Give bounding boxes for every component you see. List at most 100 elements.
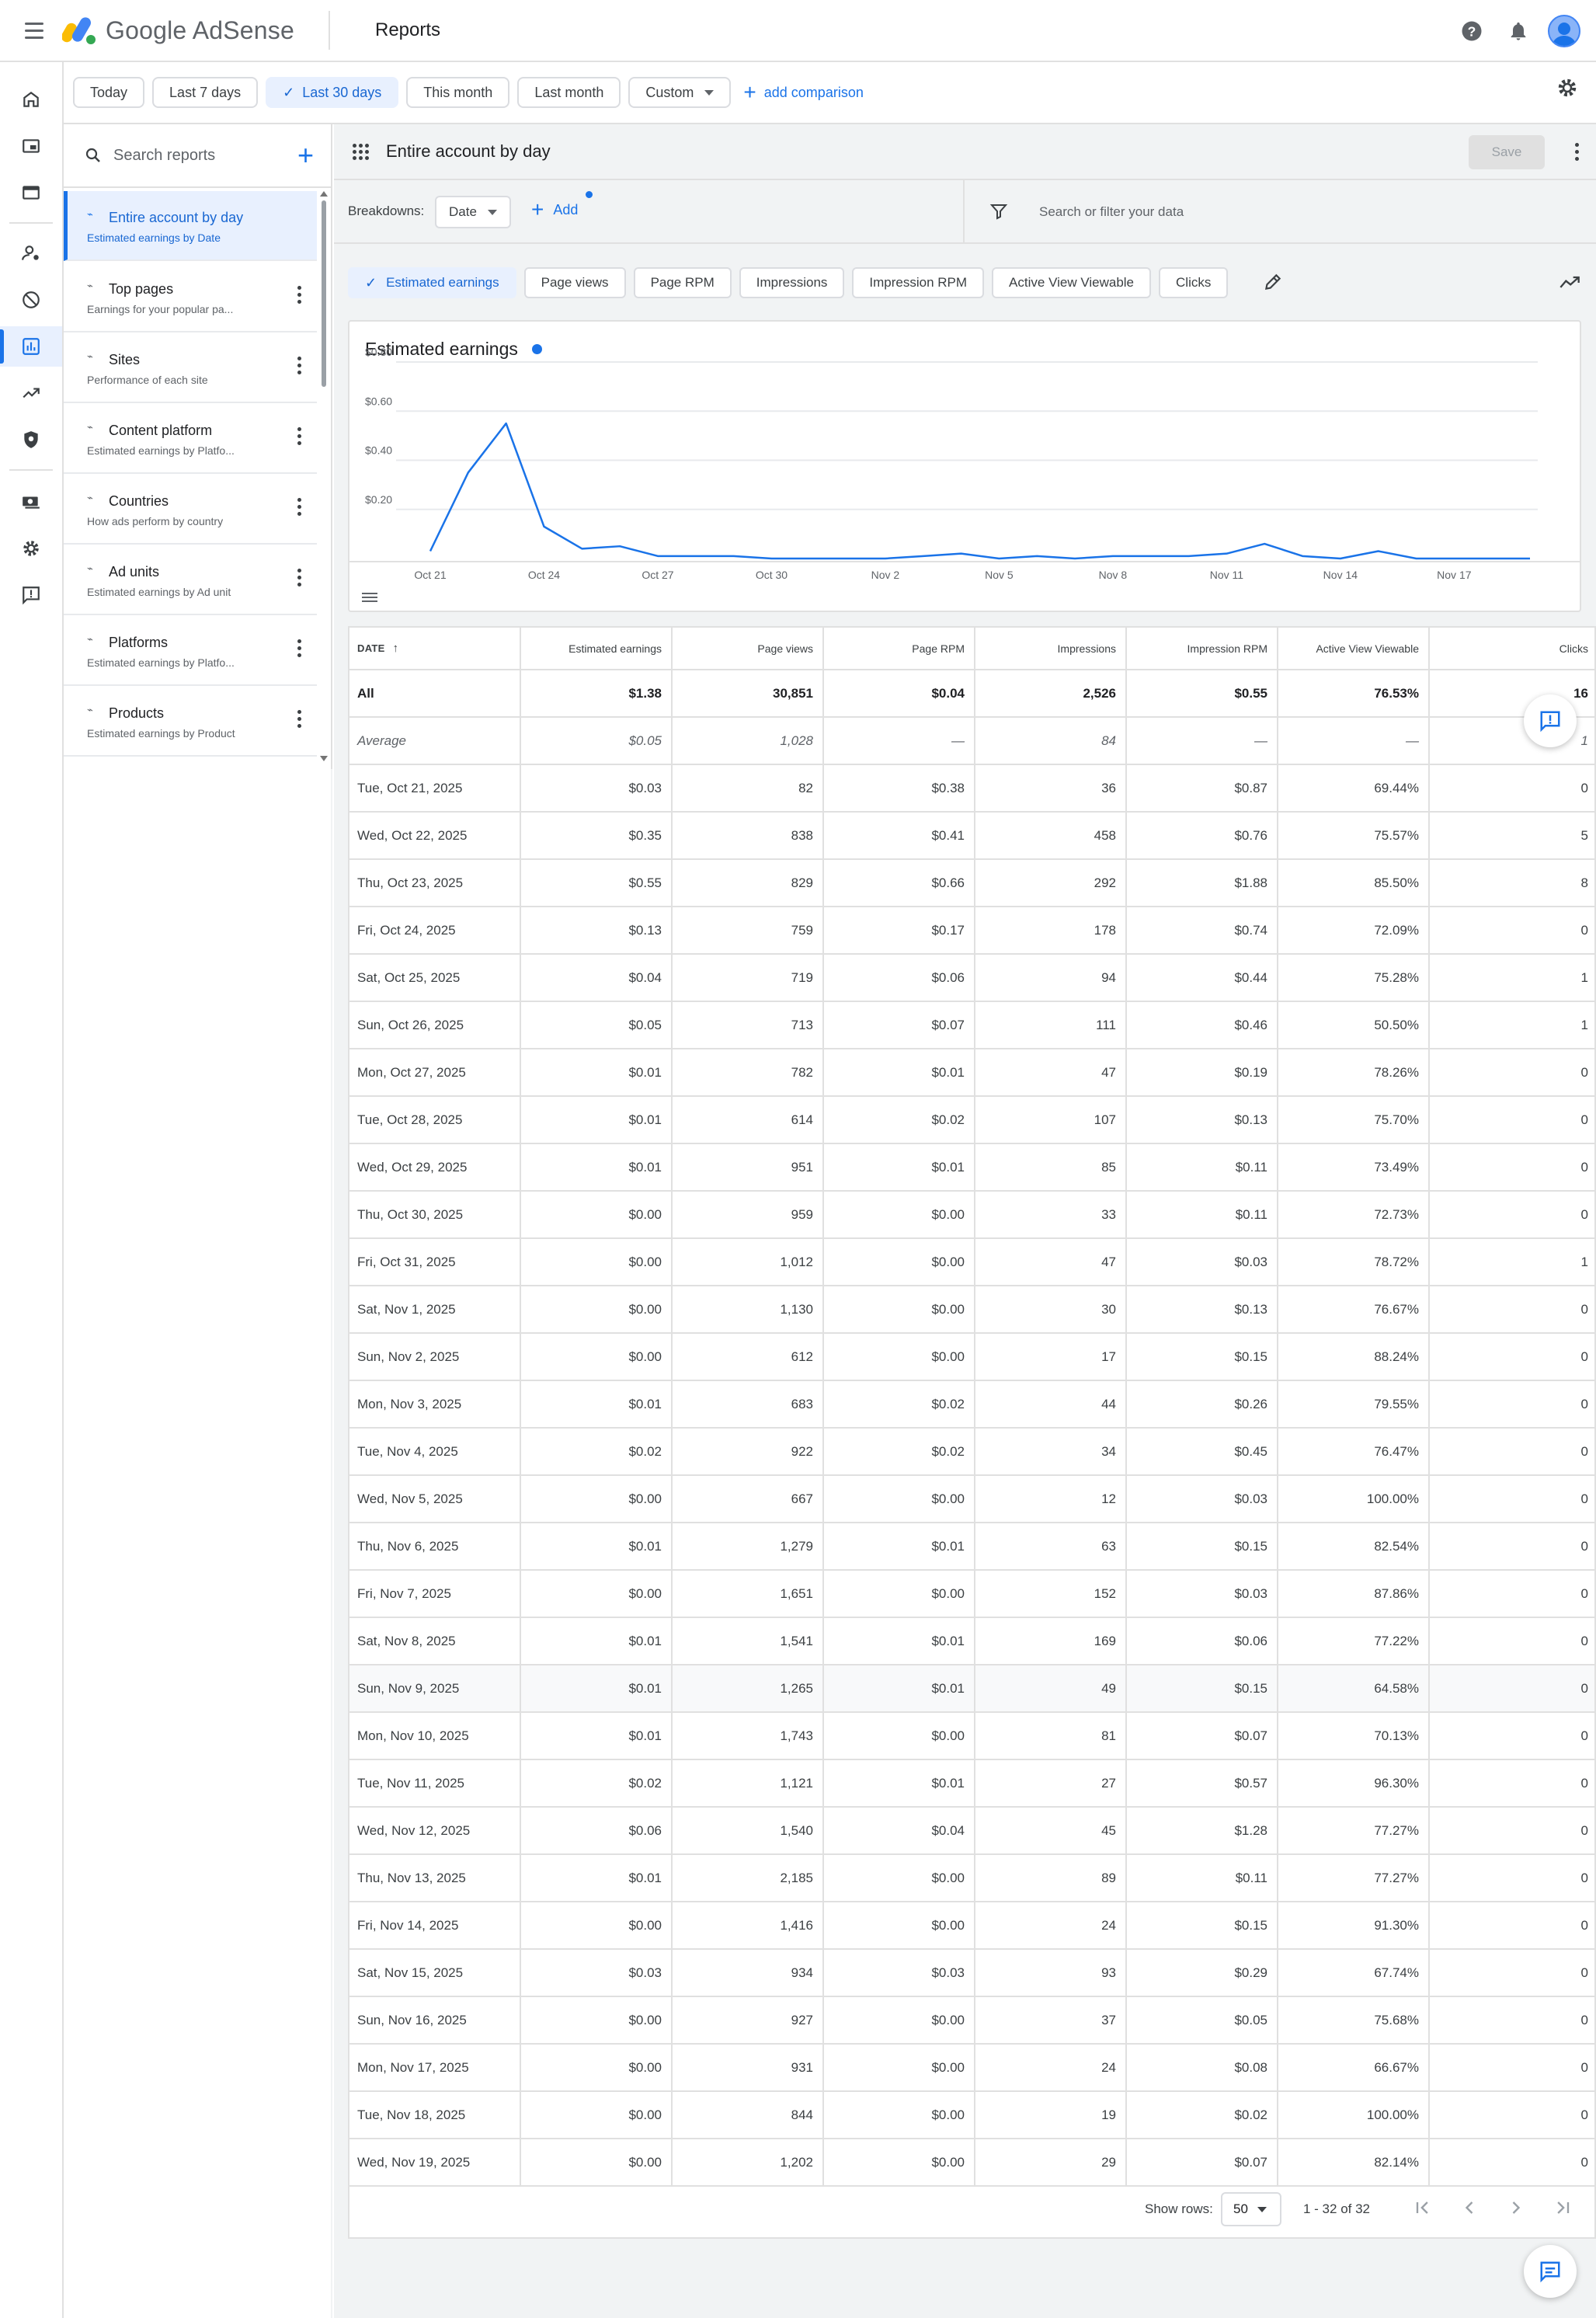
report-item-content-platform[interactable]: ⌁ Content platform Estimated earnings by… — [64, 404, 317, 474]
last-page-icon[interactable] — [1552, 2197, 1573, 2222]
more-options-icon[interactable] — [297, 498, 301, 516]
chart-legend-toggle-icon[interactable] — [362, 592, 377, 608]
privacy-messaging-icon[interactable] — [0, 233, 62, 273]
more-options-icon[interactable] — [297, 710, 301, 728]
more-options-icon[interactable] — [297, 357, 301, 374]
report-item-sites[interactable]: ⌁ Sites Performance of each site — [64, 333, 317, 403]
adsense-logo-icon — [62, 17, 96, 44]
table-cell: $0.00 — [823, 1854, 975, 1902]
more-options-icon[interactable] — [1575, 143, 1579, 161]
main-menu-button[interactable] — [17, 13, 51, 47]
range-custom-dropdown[interactable]: Custom — [628, 77, 732, 108]
table-cell: 1,121 — [672, 1759, 824, 1808]
metric-chip-impression-rpm[interactable]: Impression RPM — [852, 267, 985, 298]
range-today-chip[interactable]: Today — [73, 77, 145, 108]
feedback-fab-button[interactable] — [1524, 2245, 1577, 2298]
add-breakdown-button[interactable]: + Add — [531, 199, 578, 221]
apps-grid-icon[interactable] — [353, 143, 369, 160]
scroll-down-arrow-icon[interactable] — [320, 756, 328, 761]
range-last-month-chip[interactable]: Last month — [517, 77, 621, 108]
search-reports-box[interactable]: Search reports + — [64, 124, 331, 188]
range-last-30-days-chip[interactable]: ✓ Last 30 days — [266, 77, 399, 108]
plus-icon: + — [743, 80, 756, 104]
reports-scrollbar[interactable] — [318, 191, 328, 761]
metric-chip-estimated-earnings[interactable]: ✓ Estimated earnings — [348, 267, 516, 298]
column-header-date[interactable]: DATE ↑ — [349, 628, 521, 670]
edit-pencil-icon[interactable] — [1263, 272, 1283, 296]
rail-divider — [9, 222, 53, 224]
table-cell: 0 — [1429, 1428, 1594, 1476]
filter-search-field[interactable]: Search or filter your data — [963, 180, 1580, 244]
more-options-icon[interactable] — [297, 427, 301, 445]
more-options-icon[interactable] — [297, 286, 301, 304]
table-cell: 0 — [1429, 2044, 1594, 2092]
column-header-impressions[interactable]: Impressions — [975, 628, 1127, 670]
report-item-platforms[interactable]: ⌁ Platforms Estimated earnings by Platfo… — [64, 616, 317, 686]
more-options-icon[interactable] — [297, 639, 301, 657]
sites-icon[interactable] — [0, 172, 62, 213]
table-cell: 1,202 — [672, 2139, 824, 2187]
metric-chip-active-view-viewable[interactable]: Active View Viewable — [992, 267, 1152, 298]
metric-chip-page-rpm[interactable]: Page RPM — [633, 267, 732, 298]
table-cell: 12 — [975, 1475, 1127, 1523]
report-item-top-pages[interactable]: ⌁ Top pages Earnings for your popular pa… — [64, 263, 317, 332]
column-header-clicks[interactable]: Clicks — [1429, 628, 1594, 670]
report-item-countries[interactable]: ⌁ Countries How ads perform by country — [64, 475, 317, 545]
rows-per-page-select[interactable]: 50 — [1221, 2192, 1281, 2226]
table-cell: Mon, Oct 27, 2025 — [349, 1049, 521, 1097]
table-cell: $0.00 — [823, 1902, 975, 1950]
save-button[interactable]: Save — [1469, 135, 1545, 169]
chart-toggle-trend-icon[interactable] — [1559, 272, 1580, 298]
table-cell: 0 — [1429, 1854, 1594, 1902]
table-cell: $0.38 — [823, 764, 975, 813]
table-cell: $0.17 — [823, 907, 975, 955]
report-item-ad-units[interactable]: ⌁ Ad units Estimated earnings by Ad unit — [64, 545, 317, 615]
table-cell: 0 — [1429, 2091, 1594, 2139]
notifications-bell-icon[interactable] — [1501, 14, 1535, 48]
table-cell: 759 — [672, 907, 824, 955]
metric-chip-clicks[interactable]: Clicks — [1159, 267, 1229, 298]
help-icon[interactable]: ? — [1455, 14, 1489, 48]
reports-icon[interactable] — [0, 326, 62, 367]
blocking-controls-icon[interactable] — [0, 280, 62, 320]
breakdown-date-dropdown[interactable]: Date — [435, 196, 511, 228]
column-header-estimated-earnings[interactable]: Estimated earnings — [520, 628, 673, 670]
saved-report-icon: ⌁ — [87, 633, 93, 645]
table-cell: 66.67% — [1278, 2044, 1430, 2092]
metric-chip-impressions[interactable]: Impressions — [739, 267, 845, 298]
column-header-impression-rpm[interactable]: Impression RPM — [1126, 628, 1278, 670]
feedback-icon[interactable] — [0, 575, 62, 615]
table-cell: — — [823, 717, 975, 765]
optimization-icon[interactable] — [0, 373, 62, 413]
payments-icon[interactable] — [0, 482, 62, 522]
column-header-active-view-viewable[interactable]: Active View Viewable — [1278, 628, 1430, 670]
more-options-icon[interactable] — [297, 569, 301, 586]
x-tick-label: Nov 2 — [871, 569, 900, 581]
scroll-up-arrow-icon[interactable] — [320, 191, 328, 197]
new-report-plus-button[interactable]: + — [297, 139, 314, 171]
metric-chip-page-views[interactable]: Page views — [523, 267, 626, 298]
report-item-products[interactable]: ⌁ Products Estimated earnings by Product — [64, 687, 317, 757]
report-settings-gear-icon[interactable] — [1556, 76, 1579, 103]
next-page-icon[interactable] — [1505, 2197, 1527, 2222]
settings-gear-icon[interactable] — [0, 528, 62, 569]
home-icon[interactable] — [0, 79, 62, 120]
feedback-fab-button[interactable] — [1524, 694, 1577, 747]
add-comparison-button[interactable]: + add comparison — [743, 80, 863, 105]
table-row: Mon, Nov 10, 2025 $0.01 1,743 $0.00 81 $0.07 7… — [349, 1712, 1594, 1760]
scrollbar-thumb[interactable] — [322, 200, 326, 387]
table-row: Mon, Oct 27, 2025 $0.01 782 $0.01 47 $0.19 78.… — [349, 1049, 1594, 1097]
previous-page-icon[interactable] — [1459, 2197, 1480, 2222]
policy-center-icon[interactable] — [0, 419, 62, 460]
account-avatar[interactable] — [1548, 15, 1580, 47]
ads-icon[interactable] — [0, 126, 62, 166]
adsense-logo[interactable]: Google AdSense — [62, 15, 294, 46]
rail-divider — [9, 469, 53, 471]
range-last-7-days-chip[interactable]: Last 7 days — [152, 77, 259, 108]
table-cell: 30 — [975, 1286, 1127, 1334]
column-header-page-rpm[interactable]: Page RPM — [823, 628, 975, 670]
report-item-entire-account-by-day[interactable]: ⌁ Entire account by day Estimated earnin… — [64, 191, 317, 261]
first-page-icon[interactable] — [1412, 2197, 1434, 2222]
column-header-page-views[interactable]: Page views — [672, 628, 824, 670]
range-this-month-chip[interactable]: This month — [406, 77, 510, 108]
